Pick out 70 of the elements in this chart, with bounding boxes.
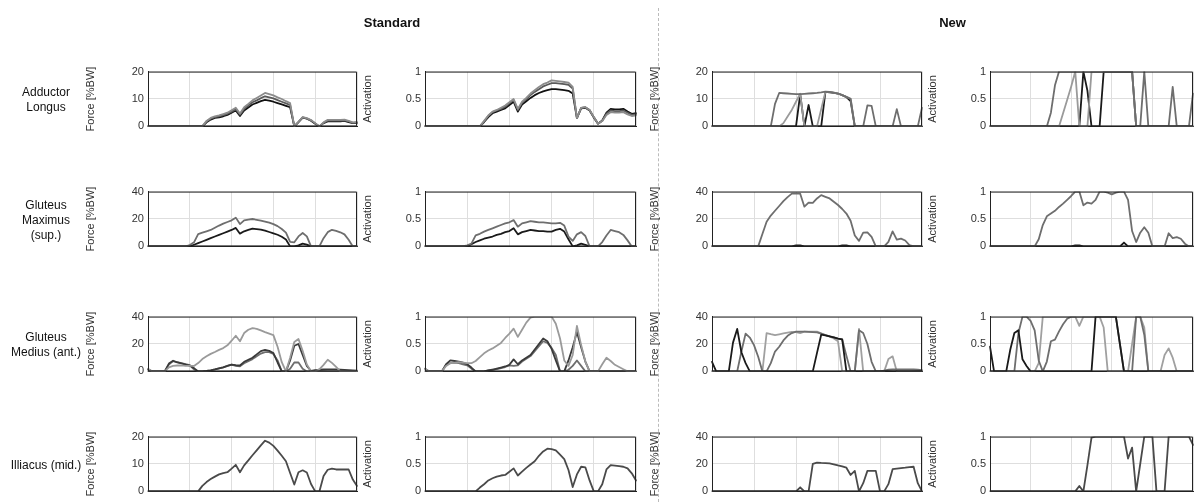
y-axis-title: Force [%BW] — [647, 66, 660, 132]
y-tick-label: 0.5 — [405, 337, 421, 350]
text: Adductor Longus — [21, 85, 71, 115]
y-axis-title: Force [%BW] — [647, 186, 660, 252]
y-tick-label: 20 — [695, 457, 708, 470]
y-axis-title: Force [%BW] — [647, 311, 660, 377]
y-tick-label: 1 — [414, 64, 421, 77]
y-tick-label: 20 — [695, 337, 708, 350]
y-tick-label: 20 — [131, 212, 144, 225]
y-tick-label: 0 — [137, 484, 144, 497]
y-tick-label: 0 — [701, 239, 708, 252]
y-tick-label: 40 — [131, 184, 144, 197]
y-tick-label: 1 — [414, 309, 421, 322]
y-tick-label: 1 — [414, 429, 421, 442]
y-axis-title: Activation — [925, 195, 938, 243]
y-axis-title: Activation — [925, 320, 938, 368]
text: Illiacus (mid.) — [9, 457, 83, 473]
y-tick-label: 0.5 — [405, 457, 421, 470]
y-tick-label: 1 — [979, 184, 986, 197]
y-tick-label: 20 — [695, 212, 708, 225]
y-tick-label: 40 — [695, 309, 708, 322]
y-tick-label: 1 — [979, 309, 986, 322]
y-tick-label: 10 — [695, 92, 708, 105]
y-tick-label: 0 — [414, 364, 421, 377]
y-axis-title: Activation — [360, 195, 373, 243]
y-tick-label: 0 — [137, 364, 144, 377]
y-axis-title: Force [%BW] — [83, 311, 96, 377]
y-tick-label: 0 — [414, 119, 421, 132]
y-tick-label: 1 — [414, 184, 421, 197]
y-tick-label: 40 — [695, 184, 708, 197]
y-tick-label: 10 — [131, 92, 144, 105]
y-tick-label: 0 — [701, 484, 708, 497]
y-tick-label: 0 — [701, 364, 708, 377]
y-tick-label: 0.5 — [405, 212, 421, 225]
y-axis-title: Force [%BW] — [83, 186, 96, 252]
y-tick-label: 20 — [131, 64, 144, 77]
y-axis-title: Activation — [925, 440, 938, 488]
y-tick-label: 0 — [979, 119, 986, 132]
y-tick-label: 20 — [131, 337, 144, 350]
y-axis-title: Force [%BW] — [83, 431, 96, 497]
y-tick-label: 1 — [979, 64, 986, 77]
y-tick-label: 0 — [414, 484, 421, 497]
y-tick-label: 0.5 — [405, 92, 421, 105]
y-tick-label: 0.5 — [970, 92, 986, 105]
y-tick-label: 20 — [131, 429, 144, 442]
y-tick-label: 0 — [701, 119, 708, 132]
y-tick-label: 10 — [131, 457, 144, 470]
y-tick-label: 0.5 — [970, 457, 986, 470]
text: Gluteus Medius (ant.) — [10, 330, 82, 360]
y-tick-label: 0 — [979, 364, 986, 377]
y-tick-label: 40 — [131, 309, 144, 322]
text: Standard — [363, 15, 421, 30]
y-axis-title: Force [%BW] — [83, 66, 96, 132]
y-tick-label: 0 — [137, 119, 144, 132]
y-axis-title: Activation — [925, 75, 938, 123]
y-axis-title: Activation — [360, 75, 373, 123]
y-tick-label: 40 — [695, 429, 708, 442]
y-tick-label: 0 — [979, 239, 986, 252]
y-axis-title: Force [%BW] — [647, 431, 660, 497]
text: Gluteus Maximus (sup.) — [21, 197, 71, 243]
y-tick-label: 0.5 — [970, 212, 986, 225]
y-tick-label: 1 — [979, 429, 986, 442]
text: New — [939, 15, 966, 30]
y-tick-label: 0 — [979, 484, 986, 497]
y-tick-label: 20 — [695, 64, 708, 77]
y-tick-label: 0 — [137, 239, 144, 252]
y-tick-label: 0 — [414, 239, 421, 252]
y-axis-title: Activation — [360, 440, 373, 488]
y-tick-label: 0.5 — [970, 337, 986, 350]
y-axis-title: Activation — [360, 320, 373, 368]
